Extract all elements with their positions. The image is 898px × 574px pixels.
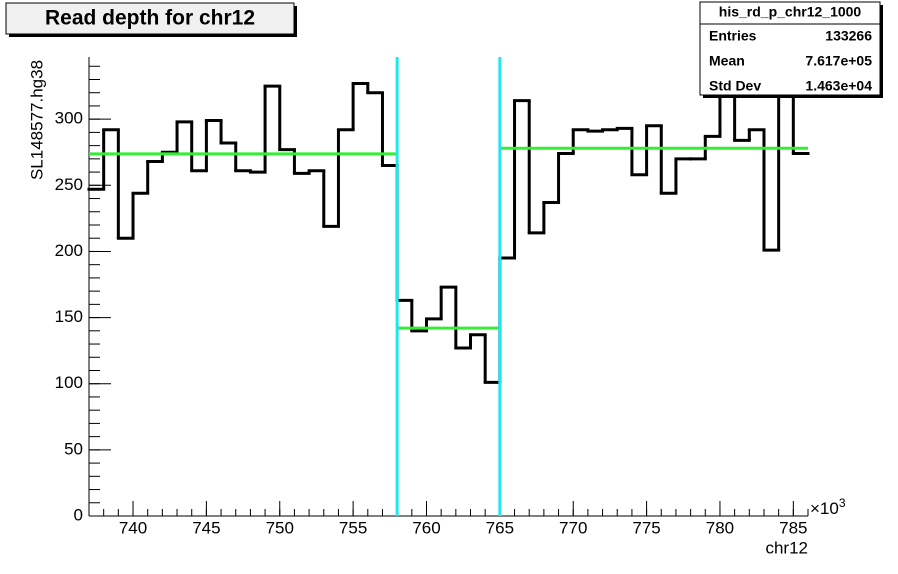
stats-value: 1.463e+04 — [805, 78, 872, 94]
x-tick-label: 760 — [412, 518, 440, 537]
x-tick-label: 750 — [266, 518, 294, 537]
stats-key: Mean — [709, 53, 745, 69]
y-tick-label: 200 — [55, 241, 83, 260]
x-exponent-power: 3 — [839, 496, 846, 510]
stats-box: his_rd_p_chr12_1000 Entries 133266 Mean 7.6… — [699, 1, 883, 98]
y-tick-label: 100 — [55, 373, 83, 392]
y-tick-label: 250 — [55, 175, 83, 194]
x-exponent-base: ×10 — [810, 499, 839, 518]
y-tick-label: 50 — [64, 439, 83, 458]
x-tick-label: 745 — [192, 518, 220, 537]
x-tick-label: 775 — [632, 518, 660, 537]
stats-frame — [699, 1, 881, 96]
stats-title: his_rd_p_chr12_1000 — [719, 4, 862, 20]
y-tick-label: 150 — [55, 307, 83, 326]
y-tick-label: 0 — [74, 505, 83, 524]
x-tick-label: 740 — [119, 518, 147, 537]
x-tick-label: 765 — [486, 518, 514, 537]
chart-title: Read depth for chr12 — [45, 7, 255, 30]
x-tick-label: 770 — [559, 518, 587, 537]
y-tick-label: 300 — [55, 109, 83, 128]
y-axis-label: SL148577.hg38 — [27, 60, 46, 180]
x-tick-label: 755 — [339, 518, 367, 537]
x-tick-label: 780 — [706, 518, 734, 537]
title-box — [5, 2, 295, 35]
stats-key: Entries — [709, 28, 757, 44]
x-tick-label: 785 — [779, 518, 807, 537]
stats-value: 133266 — [825, 28, 872, 44]
x-axis-label: chr12 — [765, 538, 808, 557]
stats-value: 7.617e+05 — [805, 53, 872, 69]
stats-key: Std Dev — [709, 78, 761, 94]
x-exponent: ×103 — [810, 496, 846, 518]
